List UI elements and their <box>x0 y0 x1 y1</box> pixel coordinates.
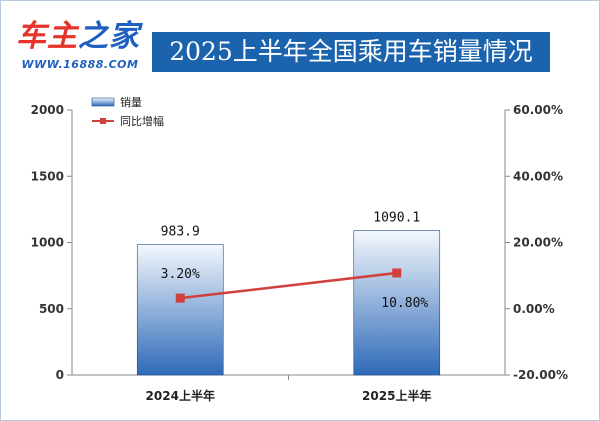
right-tick-label: 0.00% <box>513 302 555 316</box>
right-tick-label: -20.00% <box>513 368 568 382</box>
growth-label: 3.20% <box>161 267 200 282</box>
left-tick-label: 1000 <box>31 236 64 250</box>
legend-bar-swatch <box>91 97 115 107</box>
sales-bar <box>136 244 224 376</box>
growth-line <box>180 271 397 300</box>
logo-url: WWW.16888.COM <box>21 58 139 71</box>
left-tick-label: 1500 <box>31 169 64 183</box>
left-tick-label: 500 <box>39 302 64 316</box>
left-tick-label: 0 <box>56 368 64 382</box>
logo-part2: 之家 <box>78 19 140 54</box>
legend-bar-label: 销量 <box>120 95 142 109</box>
legend-line-label: 同比增幅 <box>120 114 164 128</box>
growth-point <box>175 293 185 303</box>
left-tick-label: 2000 <box>31 103 64 117</box>
sales-bar-label: 983.9 <box>161 225 200 240</box>
right-tick-label: 40.00% <box>513 169 563 183</box>
right-tick-label: 20.00% <box>513 236 563 250</box>
brand-logo: 车主之家 WWW.16888.COM <box>8 18 148 80</box>
sales-bar <box>353 230 441 376</box>
logo-wordmark: 车主之家 <box>8 18 148 56</box>
category-label: 2024上半年 <box>146 388 215 403</box>
sales-bar-label: 1090.1 <box>373 211 420 226</box>
logo-part1: 车主 <box>16 19 78 54</box>
growth-point <box>392 268 402 278</box>
right-tick-label: 60.00% <box>513 103 563 117</box>
chart-title: 2025上半年全国乘用车销量情况 <box>152 32 550 72</box>
growth-label: 10.80% <box>381 296 428 311</box>
legend-line-marker <box>100 118 106 124</box>
category-label: 2025上半年 <box>362 388 431 403</box>
